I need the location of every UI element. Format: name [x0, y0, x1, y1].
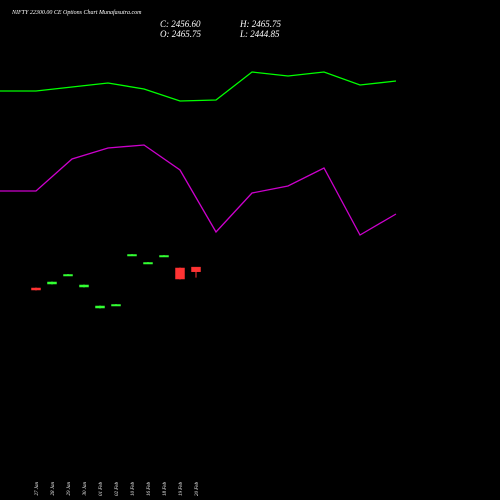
indicator-line [0, 144, 397, 236]
candle-body [47, 281, 57, 285]
candle-body [63, 274, 73, 277]
header-low: L: 2444.85 [239, 29, 280, 39]
header-high: H: 2465.75 [239, 19, 281, 29]
candle-body [79, 284, 89, 288]
candle-body [95, 305, 105, 309]
candle-body [191, 266, 201, 272]
candle-body [143, 262, 153, 265]
candle-body [31, 287, 41, 291]
x-tick-label: 29 Jan [67, 482, 72, 496]
x-tick-label: 18 Feb [163, 482, 168, 497]
header-close: C: 2456.60 [160, 19, 201, 29]
chart-title: NIFTY 22300.00 CE Options Chart Munafasu… [11, 9, 142, 16]
x-tick-label: 16 Feb [147, 482, 152, 497]
candle-body [175, 267, 185, 280]
candle-body [127, 254, 137, 257]
x-tick-label: 02 Feb [115, 482, 120, 497]
x-tick-label: 20 Feb [195, 482, 200, 497]
candle-body [159, 255, 169, 258]
x-tick-label: 10 Feb [131, 482, 136, 497]
header-open: O: 2465.75 [160, 29, 201, 39]
x-tick-label: 01 Feb [99, 482, 104, 497]
indicator-line [0, 71, 397, 102]
x-tick-label: 28 Jan [51, 482, 56, 496]
candle-body [111, 304, 121, 307]
x-tick-label: 27 Jan [35, 482, 40, 496]
x-tick-label: 30 Jan [83, 482, 88, 496]
x-tick-label: 19 Feb [179, 482, 184, 497]
